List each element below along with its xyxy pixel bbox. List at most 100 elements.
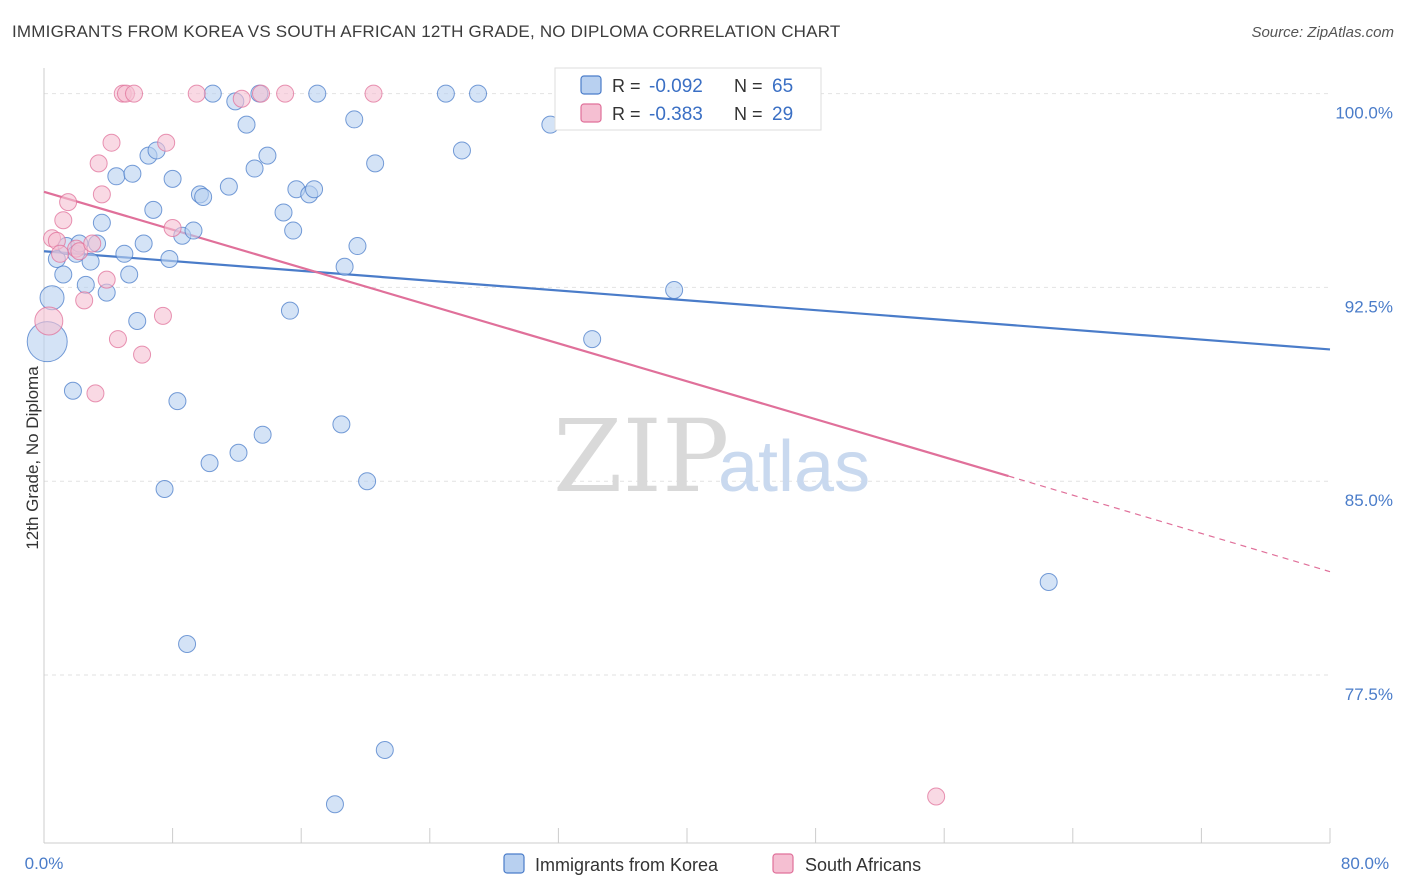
korea-point-3 bbox=[54, 265, 73, 284]
korea-point-8 bbox=[76, 275, 95, 294]
y-tick-label-0: 77.5% bbox=[1345, 685, 1393, 704]
korea-point-61 bbox=[583, 330, 602, 349]
legend-n-label-korea: N = bbox=[734, 76, 763, 96]
korea-point-32 bbox=[203, 84, 222, 103]
south-africans-point-28 bbox=[927, 787, 946, 806]
korea-point-55 bbox=[375, 740, 394, 759]
korea-point-11 bbox=[92, 213, 111, 232]
korea-point-41 bbox=[274, 203, 293, 222]
korea-point-63 bbox=[665, 280, 684, 299]
korea-point-52 bbox=[348, 237, 367, 256]
legend-n-value-south-africans: 29 bbox=[772, 104, 793, 125]
y-tick-labels: 77.5% 85.0% 92.5% 100.0% bbox=[1335, 104, 1393, 704]
korea-point-64 bbox=[1039, 573, 1058, 591]
korea-point-46 bbox=[305, 180, 324, 199]
south-africans-point-18 bbox=[125, 84, 144, 103]
south-africans-point-24 bbox=[232, 89, 251, 108]
correlation-legend: R = -0.092 N = 65 R = -0.383 N = 29 bbox=[554, 67, 822, 131]
watermark: ZIP atlas bbox=[553, 398, 870, 515]
south-africans-point-4 bbox=[54, 211, 73, 230]
south-africans-point-26 bbox=[276, 84, 295, 103]
y-tick-label-2: 92.5% bbox=[1345, 297, 1393, 316]
korea-point-25 bbox=[168, 392, 187, 411]
korea-point-28 bbox=[184, 221, 203, 240]
korea-point-14 bbox=[115, 244, 134, 263]
korea-point-5 bbox=[63, 381, 82, 400]
south-africans-point-19 bbox=[133, 345, 152, 364]
korea-point-50 bbox=[335, 257, 354, 276]
korea-point-58 bbox=[469, 84, 488, 103]
series-legend-label-korea: Immigrants from Korea bbox=[535, 855, 719, 875]
data-points bbox=[26, 84, 1058, 814]
korea-point-47 bbox=[308, 84, 327, 103]
south-africans-point-25 bbox=[252, 84, 271, 103]
south-africans-point-3 bbox=[51, 244, 70, 263]
watermark-atlas: atlas bbox=[718, 427, 870, 507]
south-africans-point-23 bbox=[187, 84, 206, 103]
series-legend-swatch-korea bbox=[503, 853, 525, 874]
korea-point-1 bbox=[39, 285, 65, 311]
korea-point-22 bbox=[155, 479, 174, 498]
legend-swatch-korea bbox=[580, 75, 602, 95]
korea-point-43 bbox=[284, 221, 303, 240]
legend-swatch-south-africans bbox=[580, 103, 602, 123]
korea-point-51 bbox=[345, 110, 364, 129]
legend-n-label-south-africans: N = bbox=[734, 104, 763, 124]
korea-point-54 bbox=[366, 154, 385, 173]
y-axis-title: 12th Grade, No Diploma bbox=[23, 366, 42, 550]
korea-point-35 bbox=[229, 443, 248, 462]
series-legend-swatch-south-africans bbox=[772, 853, 794, 874]
korea-point-40 bbox=[258, 146, 277, 165]
axes bbox=[43, 68, 1331, 844]
gridlines bbox=[44, 93, 1330, 676]
korea-point-49 bbox=[332, 415, 351, 434]
south-africans-point-15 bbox=[108, 330, 127, 349]
korea-trend-line bbox=[43, 250, 1331, 351]
korea-point-56 bbox=[436, 84, 455, 103]
korea-point-16 bbox=[123, 164, 142, 183]
korea-point-17 bbox=[128, 312, 147, 330]
korea-point-15 bbox=[120, 265, 139, 284]
korea-point-24 bbox=[163, 169, 182, 188]
series-legend-label-south-africans: South Africans bbox=[805, 855, 921, 875]
korea-point-20 bbox=[144, 200, 163, 219]
korea-point-37 bbox=[245, 159, 264, 178]
korea-point-23 bbox=[160, 249, 179, 268]
korea-point-13 bbox=[107, 167, 126, 186]
south-africans-point-10 bbox=[86, 384, 105, 403]
korea-point-31 bbox=[200, 454, 219, 473]
legend-r-value-south-africans: -0.383 bbox=[649, 104, 703, 125]
korea-point-18 bbox=[134, 234, 153, 253]
x-tick-label-1: 80.0% bbox=[1341, 854, 1389, 873]
watermark-zip: ZIP bbox=[553, 398, 729, 515]
korea-point-42 bbox=[280, 301, 299, 320]
south-africans-point-9 bbox=[83, 234, 102, 253]
trend-lines bbox=[43, 190, 1331, 573]
korea-point-27 bbox=[178, 635, 197, 654]
korea-point-33 bbox=[219, 177, 238, 196]
korea-point-53 bbox=[358, 472, 377, 491]
chart-source: Source: ZipAtlas.com bbox=[1251, 24, 1394, 41]
south-africans-trend-line-extension bbox=[1008, 475, 1331, 573]
south-africans-point-8 bbox=[75, 291, 94, 310]
korea-point-36 bbox=[237, 115, 256, 134]
south-africans-point-20 bbox=[153, 306, 172, 325]
x-tick-label-0: 0.0% bbox=[25, 854, 64, 873]
south-africans-point-0 bbox=[34, 306, 64, 336]
south-africans-point-27 bbox=[364, 84, 383, 103]
korea-point-48 bbox=[325, 795, 344, 814]
korea-point-57 bbox=[452, 141, 471, 160]
chart-title: IMMIGRANTS FROM KOREA VS SOUTH AFRICAN 1… bbox=[12, 22, 841, 41]
south-africans-point-13 bbox=[97, 270, 116, 289]
series-legend: Immigrants from Korea South Africans bbox=[503, 853, 921, 875]
legend-n-value-korea: 65 bbox=[772, 76, 793, 97]
south-africans-point-14 bbox=[102, 133, 121, 152]
korea-point-9 bbox=[81, 252, 100, 271]
south-africans-point-12 bbox=[92, 185, 111, 204]
south-africans-point-11 bbox=[89, 154, 108, 173]
legend-r-label-south-africans: R = bbox=[612, 104, 641, 124]
south-africans-point-5 bbox=[59, 193, 78, 212]
y-tick-label-1: 85.0% bbox=[1345, 491, 1393, 510]
south-africans-point-22 bbox=[163, 218, 182, 237]
